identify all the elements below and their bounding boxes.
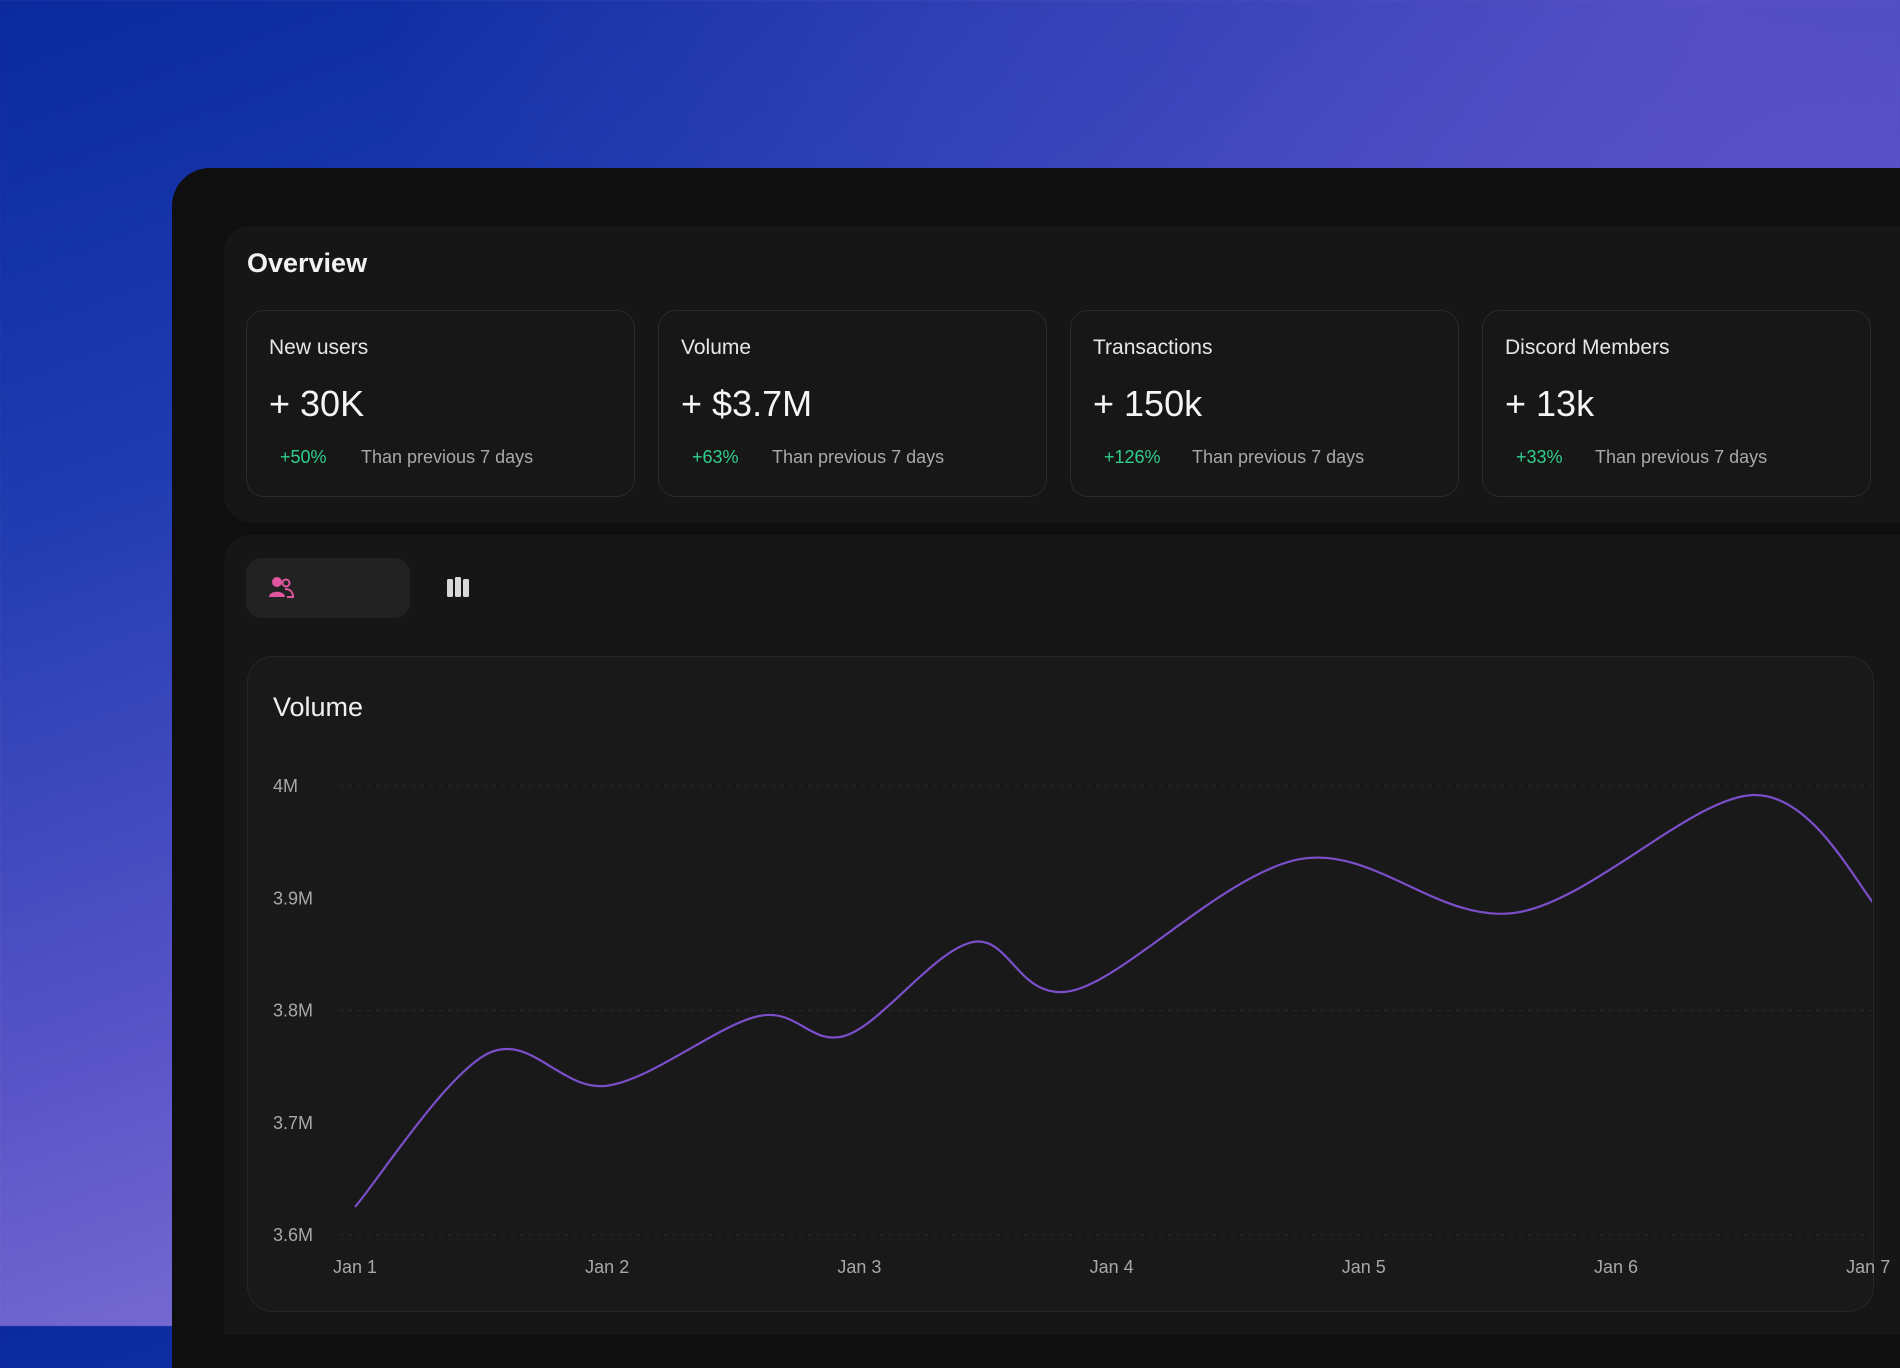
stat-card-transactions[interactable]: Transactions + 150k +126% Than previous … bbox=[1070, 310, 1459, 497]
tab-volume-bars[interactable] bbox=[444, 575, 472, 601]
stat-note: Than previous 7 days bbox=[1595, 447, 1768, 467]
stat-label: Discord Members bbox=[1505, 336, 1670, 359]
stat-value: + 13k bbox=[1505, 383, 1595, 424]
stat-delta: +63% bbox=[692, 447, 739, 467]
chart-title: Volume bbox=[273, 692, 364, 722]
stat-label: New users bbox=[269, 336, 369, 359]
stat-label: Transactions bbox=[1093, 336, 1213, 359]
stat-value: + 150k bbox=[1093, 383, 1203, 424]
stat-note: Than previous 7 days bbox=[1192, 447, 1365, 467]
users-icon bbox=[269, 577, 294, 598]
bar-columns-icon bbox=[447, 577, 469, 597]
stat-card-new-users[interactable]: New users + 30K +50% Than previous 7 day… bbox=[246, 310, 635, 497]
stat-card-discord-members[interactable]: Discord Members + 13k +33% Than previous… bbox=[1482, 310, 1871, 497]
stat-card-volume[interactable]: Volume + $3.7M +63% Than previous 7 days bbox=[658, 310, 1047, 497]
stat-value: + 30K bbox=[269, 383, 365, 424]
overview-title: Overview bbox=[247, 248, 368, 278]
stat-value: + $3.7M bbox=[681, 383, 813, 424]
stat-delta: +33% bbox=[1516, 447, 1563, 467]
stat-label: Volume bbox=[681, 336, 752, 359]
stat-note: Than previous 7 days bbox=[361, 447, 534, 467]
stat-delta: +50% bbox=[280, 447, 327, 467]
stat-note: Than previous 7 days bbox=[772, 447, 945, 467]
stat-delta: +126% bbox=[1104, 447, 1161, 467]
tab-users[interactable] bbox=[246, 558, 410, 618]
volume-chart-card bbox=[247, 656, 1874, 1312]
